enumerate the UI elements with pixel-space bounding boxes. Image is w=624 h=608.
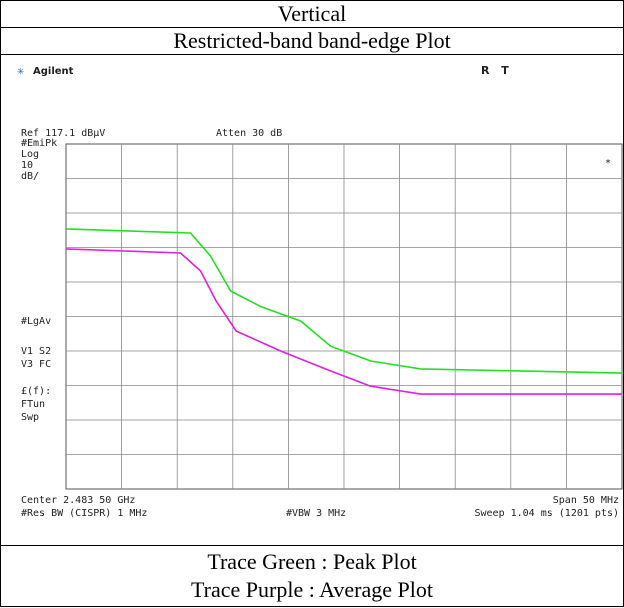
- analyzer-screen: ✳ Agilent R T Ref 117.1 dBµV Atten 30 dB…: [17, 64, 623, 519]
- side-label: #LgAv: [21, 316, 51, 327]
- side-label: 10: [21, 160, 33, 171]
- trace: [65, 228, 623, 374]
- vbw: #VBW 3 MHz: [286, 508, 346, 519]
- brand: Agilent: [33, 66, 74, 77]
- side-label: Swp: [21, 412, 39, 423]
- logo-icon: ✳: [17, 64, 24, 78]
- footer-line: Trace Green : Peak Plot: [207, 549, 417, 574]
- side-label: V1 S2: [21, 346, 51, 357]
- attenuation: Atten 30 dB: [216, 128, 282, 139]
- side-label: #EmiPk: [21, 138, 57, 149]
- ref-level: Ref 117.1 dBµV: [21, 128, 105, 139]
- trace: [65, 248, 622, 395]
- status: R T: [481, 64, 509, 77]
- rbw: #Res BW (CISPR) 1 MHz: [21, 508, 147, 519]
- side-label: V3 FC: [21, 359, 51, 370]
- title: Vertical: [1, 1, 623, 28]
- side-label: FTun: [21, 399, 45, 410]
- footer: Trace Green : Peak Plot Trace Purple : A…: [1, 545, 623, 608]
- side-label: £(f):: [21, 386, 51, 397]
- center-frequency: Center 2.483 50 GHz: [21, 495, 135, 506]
- side-label: Log: [21, 149, 39, 160]
- subtitle: Restricted-band band-edge Plot: [1, 28, 623, 55]
- marker: *: [605, 158, 611, 169]
- side-label: dB/: [21, 171, 39, 182]
- span: Span 50 MHz: [553, 495, 619, 506]
- footer-line: Trace Purple : Average Plot: [191, 577, 433, 602]
- sweep: Sweep 1.04 ms (1201 pts): [475, 508, 620, 519]
